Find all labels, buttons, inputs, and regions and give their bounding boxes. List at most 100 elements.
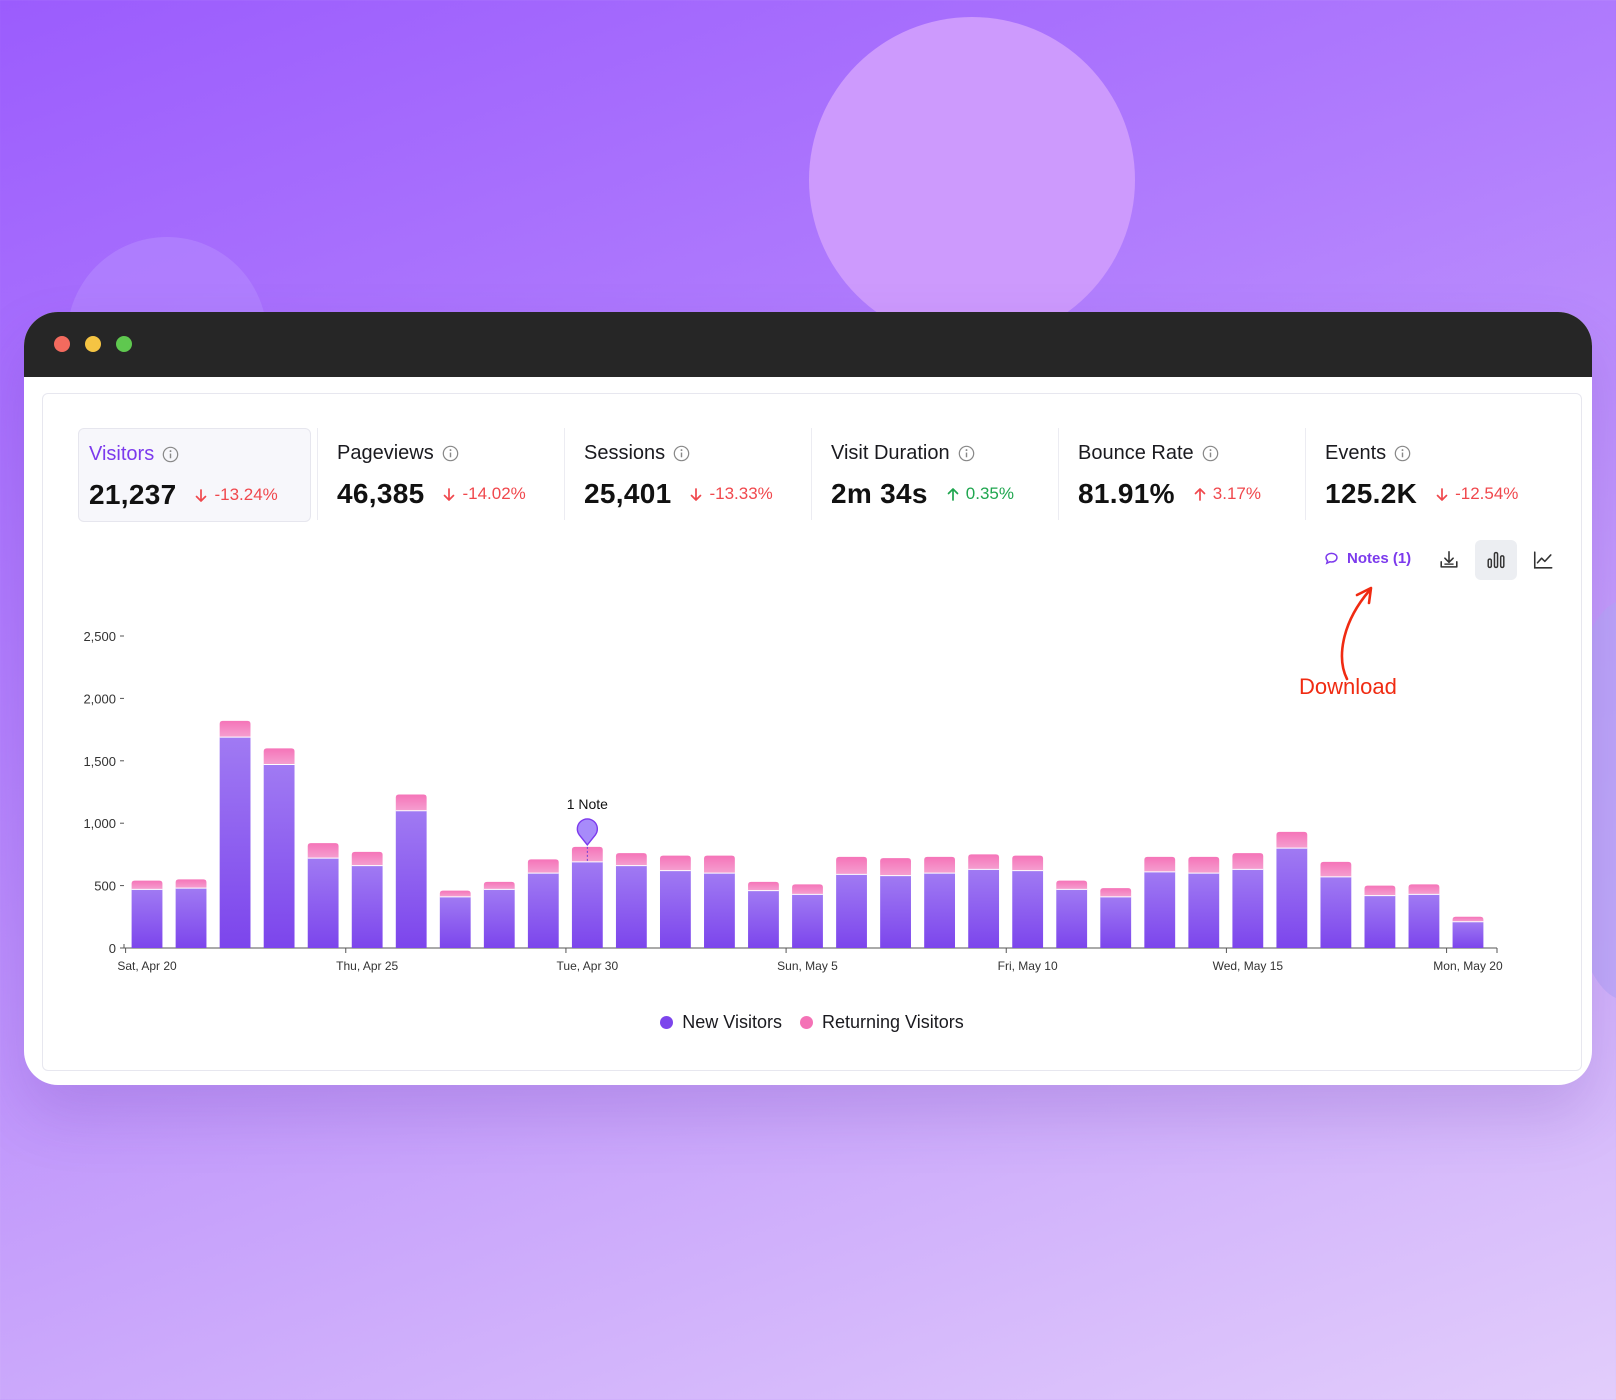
legend-label: Returning Visitors	[821, 1012, 964, 1032]
info-icon[interactable]	[1202, 445, 1219, 462]
bar-new-visitors	[792, 894, 823, 948]
metric-change: 0.35%	[946, 484, 1014, 504]
bar-returning-visitors	[659, 855, 691, 871]
metric-value: 125.2K	[1325, 478, 1418, 509]
metric-label: Visit Duration	[831, 442, 950, 464]
notes-button[interactable]: Notes (1)	[1324, 550, 1411, 567]
bar-new-visitors	[263, 764, 295, 948]
bar-new-visitors	[1144, 871, 1176, 948]
bar-returning-visitors	[748, 881, 779, 891]
bar-new-visitors	[483, 889, 515, 948]
metric-card-events[interactable]: Events 125.2K -12.54%	[1315, 428, 1530, 520]
bar-new-visitors	[1320, 876, 1352, 948]
bar-new-visitors	[704, 873, 735, 948]
metric-value: 2m 34s	[831, 478, 928, 509]
bar-returning-visitors	[1452, 916, 1484, 922]
browser-window: Visitors 21,237 -13.24% Pageviews 46,385 -14.…	[24, 312, 1592, 1085]
bar-new-visitors	[1100, 896, 1132, 948]
download-annotation-label: Download	[1299, 674, 1397, 699]
bar-returning-visitors	[1188, 856, 1220, 874]
close-window-button[interactable]	[54, 336, 70, 352]
note-marker-pin-icon	[576, 818, 598, 847]
legend-item-returning-visitors[interactable]: Returning Visitors	[799, 1012, 964, 1033]
download-button[interactable]	[1428, 540, 1470, 580]
metric-divider	[564, 428, 565, 520]
bar-new-visitors	[836, 874, 867, 948]
window-titlebar	[24, 312, 1592, 377]
line-chart-view-button[interactable]	[1522, 540, 1564, 580]
info-icon[interactable]	[1394, 445, 1411, 462]
bar-returning-visitors	[307, 843, 339, 859]
bar-returning-visitors	[439, 890, 471, 897]
metrics-row: Visitors 21,237 -13.24% Pageviews 46,385 -14.…	[78, 428, 1548, 522]
download-icon	[1440, 550, 1458, 568]
bar-new-visitors	[1364, 895, 1396, 948]
bar-new-visitors	[1452, 921, 1484, 948]
bar-returning-visitors	[219, 720, 251, 738]
info-icon[interactable]	[958, 445, 975, 462]
metric-card-visitors[interactable]: Visitors 21,237 -13.24%	[78, 428, 311, 522]
info-icon[interactable]	[673, 445, 690, 462]
metric-divider	[1305, 428, 1306, 520]
metric-card-sessions[interactable]: Sessions 25,401 -13.33%	[574, 428, 789, 520]
bar-new-visitors	[1408, 894, 1440, 948]
metric-change-value: -13.24%	[214, 485, 278, 504]
legend-item-new-visitors[interactable]: New Visitors	[660, 1012, 782, 1033]
bar-new-visitors	[1056, 889, 1088, 948]
metric-change-value: -14.02%	[462, 484, 526, 503]
x-axis-tick-label: Mon, May 20	[1433, 959, 1503, 973]
y-axis-tick-label: 0	[109, 941, 116, 956]
bar-returning-visitors	[483, 881, 515, 890]
bar-returning-visitors	[351, 851, 383, 866]
bar-returning-visitors	[395, 794, 427, 811]
bar-returning-visitors	[527, 859, 559, 874]
arrow-down-icon	[196, 488, 207, 502]
metric-change: -12.54%	[1435, 484, 1518, 504]
bar-new-visitors	[924, 873, 956, 948]
x-axis-tick-label: Sat, Apr 20	[117, 959, 177, 973]
metric-value: 46,385	[337, 478, 425, 509]
bar-new-visitors	[1276, 848, 1308, 948]
metric-card-visit-duration[interactable]: Visit Duration 2m 34s 0.35%	[821, 428, 1036, 520]
analytics-panel: Visitors 21,237 -13.24% Pageviews 46,385 -14.…	[42, 393, 1582, 1071]
chart-toolbar: Notes (1)	[1243, 540, 1553, 582]
metric-card-bounce-rate[interactable]: Bounce Rate 81.91% 3.17%	[1068, 428, 1283, 520]
bar-new-visitors	[1232, 869, 1264, 948]
metric-change: -13.33%	[689, 484, 773, 504]
metric-value: 25,401	[584, 478, 672, 509]
metric-label: Sessions	[584, 442, 666, 464]
bar-returning-visitors	[836, 856, 867, 875]
bar-returning-visitors	[1100, 888, 1132, 897]
bar-new-visitors	[439, 896, 471, 948]
bar-new-visitors	[175, 888, 207, 948]
bar-returning-visitors	[968, 854, 1000, 870]
x-axis-tick-label: Sun, May 5	[777, 959, 838, 973]
bar-returning-visitors	[704, 855, 735, 874]
bar-returning-visitors	[1232, 853, 1264, 870]
minimize-window-button[interactable]	[85, 336, 101, 352]
bar-new-visitors	[880, 875, 911, 948]
metric-change-value: -13.33%	[709, 484, 773, 503]
x-axis-tick-label: Tue, Apr 30	[557, 959, 619, 973]
maximize-window-button[interactable]	[116, 336, 132, 352]
metric-change-value: 0.35%	[965, 484, 1014, 503]
bar-chart-view-button[interactable]	[1475, 540, 1517, 580]
metric-change: -13.24%	[194, 485, 278, 505]
metric-card-pageviews[interactable]: Pageviews 46,385 -14.02%	[327, 428, 542, 520]
bar-new-visitors	[395, 810, 427, 948]
metric-divider	[811, 428, 812, 520]
y-axis-tick-label: 1,500	[83, 754, 116, 769]
bar-new-visitors	[351, 865, 383, 948]
chart-legend: New Visitors Returning Visitors	[43, 1012, 1581, 1033]
bar-new-visitors	[615, 865, 647, 948]
bar-new-visitors	[1188, 873, 1220, 948]
bar-returning-visitors	[131, 880, 163, 890]
legend-label: New Visitors	[682, 1012, 782, 1032]
legend-swatch	[660, 1016, 674, 1029]
info-icon[interactable]	[442, 445, 459, 462]
info-icon[interactable]	[162, 446, 179, 463]
notes-button-label: Notes (1)	[1347, 550, 1412, 567]
bar-returning-visitors	[1056, 880, 1088, 890]
arrow-up-icon	[947, 487, 959, 501]
background-circle-large	[809, 17, 1135, 343]
